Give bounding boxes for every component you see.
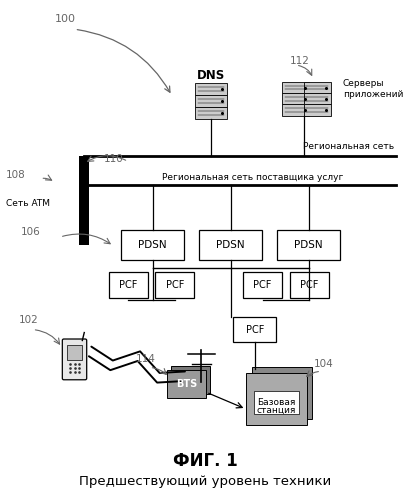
Bar [282,82,309,93]
Text: PDSN: PDSN [216,240,245,250]
Text: PDSN: PDSN [294,240,323,250]
Text: Предшествующий уровень техники: Предшествующий уровень техники [79,475,331,488]
Bar [243,272,282,297]
Text: станция: станция [257,406,296,414]
Text: BTS: BTS [176,379,197,389]
Text: Серверы
приложений: Серверы приложений [343,79,403,99]
Text: 106: 106 [21,227,41,237]
Bar [233,316,276,342]
Bar [121,230,184,260]
FancyBboxPatch shape [62,339,87,380]
Bar [155,272,194,297]
Bar [167,370,206,398]
Text: PCF: PCF [166,280,184,290]
Text: PDSN: PDSN [138,240,167,250]
Text: Региональная сеть: Региональная сеть [303,142,394,150]
Text: 108: 108 [6,170,26,180]
Bar [303,104,331,116]
Bar [246,374,306,425]
Bar [195,83,227,95]
Bar [252,368,312,419]
Bar [195,95,227,107]
Text: 100: 100 [55,14,76,24]
Text: 112: 112 [290,56,310,66]
Text: PCF: PCF [246,324,264,334]
Text: ФИГ. 1: ФИГ. 1 [173,452,237,470]
Bar [277,230,340,260]
Text: PCF: PCF [119,280,138,290]
Text: 114: 114 [136,354,156,364]
Text: 104: 104 [314,360,333,370]
Text: DNS: DNS [197,70,225,82]
Text: Региональная сеть поставщика услуг: Региональная сеть поставщика услуг [162,174,344,182]
Text: 110: 110 [104,154,123,164]
Bar [79,156,89,245]
Bar [303,82,331,93]
Text: PCF: PCF [253,280,272,290]
Bar [282,104,309,116]
Text: PCF: PCF [300,280,319,290]
Bar [171,366,210,394]
Bar [254,390,299,414]
Bar [303,93,331,104]
Bar [290,272,329,297]
Bar [195,107,227,118]
Bar [199,230,262,260]
Text: Сеть ATM: Сеть ATM [6,200,50,208]
Bar [109,272,148,297]
Text: Базовая: Базовая [257,398,296,406]
Text: 102: 102 [19,314,39,324]
Bar [67,346,82,360]
Bar [282,93,309,104]
